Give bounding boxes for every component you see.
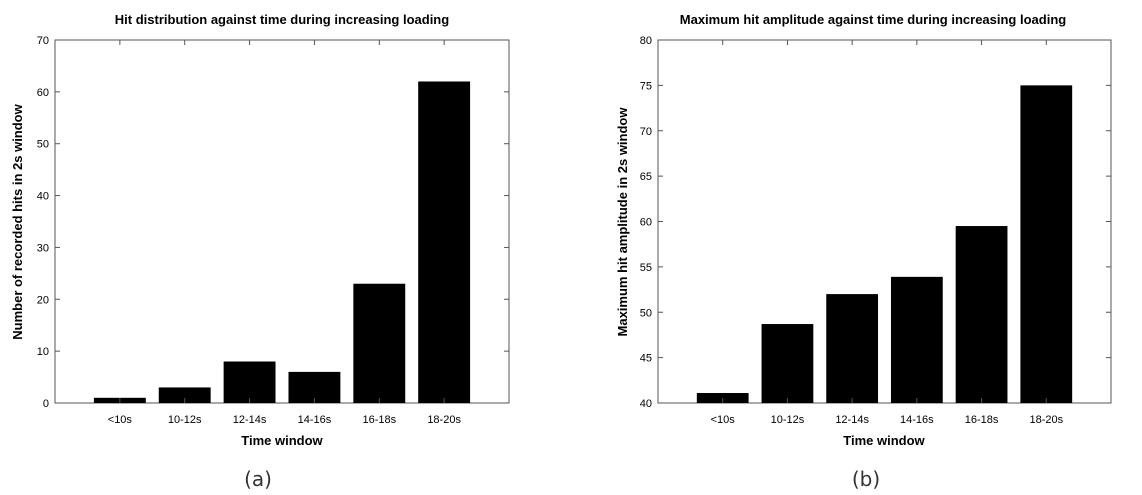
chart-a-ytick-label: 70 — [37, 35, 49, 47]
chart-a-bar — [418, 81, 471, 403]
chart-a-xlabel: Time window — [241, 433, 323, 448]
chart-b-xtick-label: 14-16s — [900, 414, 934, 426]
chart-b-xtick-label: <10s — [711, 414, 736, 426]
chart-b-xtick-label: 18-20s — [1029, 414, 1063, 426]
chart-a-ytick-label: 30 — [37, 242, 49, 254]
chart-b-bar — [890, 276, 943, 403]
chart-a-plot-area: 0 10 20 30 40 50 60 70 <10s 10-12s 12-14s 14-16s 16-… — [37, 35, 510, 426]
chart-panel-b: Maximum hit amplitude against time durin… — [615, 12, 1112, 491]
chart-b-bar — [761, 324, 814, 403]
chart-b-ytick-label: 40 — [640, 398, 652, 410]
chart-a-ytick-label: 0 — [43, 398, 49, 410]
chart-b-caption: (b) — [852, 467, 880, 491]
chart-b-bar — [826, 294, 879, 403]
chart-a-ytick-label: 40 — [37, 191, 49, 203]
chart-a-title: Hit distribution against time during inc… — [115, 12, 449, 27]
chart-b-xlabel: Time window — [843, 433, 925, 448]
chart-a-ylabel: Number of recorded hits in 2s window — [10, 103, 25, 339]
chart-b-title: Maximum hit amplitude against time durin… — [680, 12, 1066, 27]
chart-b-ytick-label: 80 — [640, 35, 652, 47]
chart-a-bar — [158, 387, 211, 403]
chart-a-ytick-label: 50 — [37, 139, 49, 151]
chart-a-caption: (a) — [244, 467, 272, 491]
chart-a-xtick-label: <10s — [108, 414, 133, 426]
chart-b-bar — [1020, 85, 1073, 403]
chart-a-xtick-label: 16-18s — [362, 414, 396, 426]
chart-b-ytick-label: 75 — [640, 80, 652, 92]
chart-b-xtick-label: 10-12s — [771, 414, 805, 426]
chart-b-ylabel: Maximum hit amplitude in 2s window — [615, 107, 630, 337]
chart-b-plot-area: 40 45 50 55 60 65 70 75 80 <10s 10-12s 12-14s 14-16s… — [640, 35, 1112, 426]
chart-a-bar — [223, 361, 276, 403]
chart-a-xtick-label: 12-14s — [233, 414, 267, 426]
chart-b-xtick-label: 16-18s — [965, 414, 999, 426]
chart-a-bar — [288, 371, 341, 403]
chart-a-bar — [353, 283, 406, 403]
chart-b-ytick-label: 50 — [640, 307, 652, 319]
chart-b-ytick-label: 55 — [640, 262, 652, 274]
chart-a-xtick-label: 10-12s — [168, 414, 202, 426]
chart-a-ytick-label: 60 — [37, 87, 49, 99]
chart-a-xtick-label: 14-16s — [298, 414, 332, 426]
chart-a-axes-box — [54, 39, 510, 404]
chart-b-xtick-label: 12-14s — [835, 414, 869, 426]
chart-b-ytick-label: 60 — [640, 217, 652, 229]
chart-b-ytick-label: 45 — [640, 353, 652, 365]
chart-b-bar — [955, 226, 1008, 403]
chart-panel-a: Hit distribution against time during inc… — [10, 12, 510, 491]
chart-a-xtick-label: 18-20s — [427, 414, 461, 426]
chart-a-ytick-label: 10 — [37, 346, 49, 358]
chart-a-ytick-label: 20 — [37, 294, 49, 306]
chart-b-ytick-label: 70 — [640, 126, 652, 138]
chart-b-ytick-label: 65 — [640, 171, 652, 183]
